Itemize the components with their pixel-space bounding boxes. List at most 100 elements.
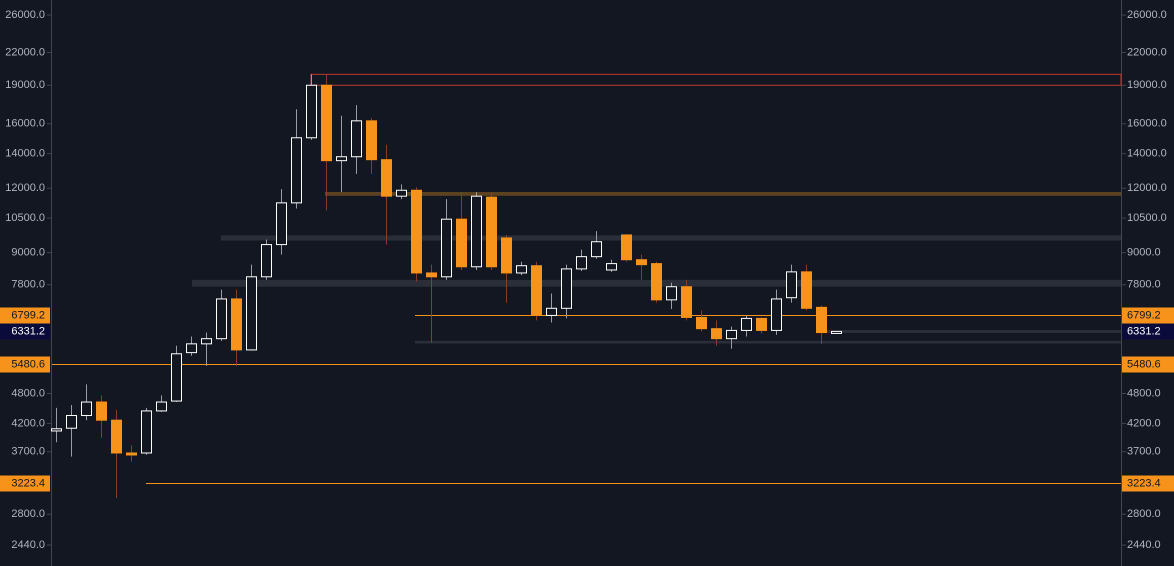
- y-tick-label: 19000.0: [1127, 79, 1167, 91]
- candle-body: [81, 401, 92, 417]
- candle-body: [621, 234, 632, 261]
- candle-body: [186, 343, 197, 354]
- candle-body: [516, 265, 527, 274]
- price-label-bg: [0, 475, 50, 492]
- price-label-bg: [0, 356, 50, 373]
- y-tick-label: 4800.0: [11, 387, 45, 399]
- candle-body: [396, 189, 407, 197]
- y-tick-label: 14000.0: [5, 148, 45, 160]
- candle-body: [726, 329, 737, 340]
- candle-body: [381, 159, 392, 197]
- y-tick-label: 9000.0: [11, 247, 45, 259]
- candle-body: [771, 298, 782, 331]
- candle-body: [501, 237, 512, 274]
- price-label-bg: [1122, 356, 1174, 373]
- candle-body: [141, 410, 152, 454]
- candle-body: [351, 120, 362, 158]
- price-label-bg: [1122, 323, 1174, 340]
- y-tick-label: 16000.0: [1127, 118, 1167, 130]
- y-tick-label: 4200.0: [1127, 417, 1161, 429]
- candle-body: [816, 306, 827, 334]
- y-tick-label: 12000.0: [5, 182, 45, 194]
- candle-body: [591, 241, 602, 258]
- price-label: 5480.6: [11, 358, 45, 370]
- candle-body: [741, 317, 752, 331]
- y-tick-label: 19000.0: [5, 79, 45, 91]
- candle-body: [576, 256, 587, 270]
- y-tick-label: 22000.0: [1127, 46, 1167, 58]
- candle-body: [756, 317, 767, 331]
- candle-body: [291, 137, 302, 204]
- candle-body: [156, 401, 167, 412]
- candle-body: [306, 84, 317, 139]
- candle-body: [231, 298, 242, 351]
- candle-body: [441, 218, 452, 278]
- zone: [221, 235, 1121, 241]
- zone: [415, 340, 1121, 344]
- y-tick-label: 26000.0: [1127, 9, 1167, 21]
- price-label-bg: [1122, 307, 1174, 324]
- y-tick-label: 16000.0: [5, 118, 45, 130]
- candle-body: [111, 419, 122, 454]
- y-tick-label: 10500.0: [5, 212, 45, 224]
- candle-body: [411, 189, 422, 274]
- candle-body: [171, 353, 182, 402]
- candle-body: [321, 84, 332, 162]
- candle-body: [666, 286, 677, 301]
- candle-body: [786, 271, 797, 299]
- y-tick-label: 2440.0: [1127, 539, 1161, 551]
- candle-body: [276, 202, 287, 246]
- candle-body: [96, 401, 107, 421]
- candle-body: [606, 263, 617, 271]
- price-label-bg: [0, 307, 50, 324]
- y-tick-label: 7800.0: [1127, 279, 1161, 291]
- candle-body: [681, 286, 692, 318]
- y-tick-label: 7800.0: [11, 279, 45, 291]
- y-tick-label: 3700.0: [11, 446, 45, 458]
- y-tick-label: 3700.0: [1127, 446, 1161, 458]
- candle-body: [126, 452, 137, 456]
- candle-body: [216, 298, 227, 340]
- y-tick-label: 2440.0: [11, 539, 45, 551]
- y-tick-label: 4800.0: [1127, 387, 1161, 399]
- candle-body: [651, 263, 662, 301]
- price-label: 6799.2: [11, 309, 45, 321]
- candle-body: [486, 196, 497, 268]
- candle-body: [801, 271, 812, 309]
- y-tick-label: 9000.0: [1127, 247, 1161, 259]
- y-tick-label: 2800.0: [1127, 508, 1161, 520]
- y-tick-label: 4200.0: [11, 417, 45, 429]
- candle-body: [471, 195, 482, 268]
- y-tick-label: 12000.0: [1127, 182, 1167, 194]
- price-label: 5480.6: [1127, 358, 1161, 370]
- y-tick-label: 10500.0: [1127, 212, 1167, 224]
- candle-body: [366, 120, 377, 161]
- y-tick-label: 2800.0: [11, 508, 45, 520]
- price-label-bg: [0, 323, 50, 340]
- candle-body: [531, 265, 542, 316]
- y-tick-label: 14000.0: [1127, 148, 1167, 160]
- zone: [325, 191, 1121, 196]
- price-label: 3223.4: [11, 477, 45, 489]
- candle-body: [831, 330, 842, 334]
- candle-body: [51, 428, 62, 432]
- candle-body: [696, 316, 707, 330]
- price-label: 6799.2: [1127, 309, 1161, 321]
- price-label: 6331.2: [1127, 325, 1161, 337]
- candle-body: [561, 268, 572, 309]
- candle-body: [546, 307, 557, 316]
- price-label: 6331.2: [11, 325, 45, 337]
- y-tick-label: 26000.0: [5, 9, 45, 21]
- candle-body: [336, 156, 347, 162]
- candle-body: [66, 415, 77, 429]
- candle-body: [261, 244, 272, 278]
- candle-body: [711, 328, 722, 340]
- candle-body: [246, 276, 257, 351]
- candle-body: [426, 272, 437, 278]
- candle-body: [636, 259, 647, 266]
- candle-body: [201, 338, 212, 345]
- price-label-bg: [1122, 475, 1174, 492]
- price-label: 3223.4: [1127, 477, 1161, 489]
- y-tick-label: 22000.0: [5, 46, 45, 58]
